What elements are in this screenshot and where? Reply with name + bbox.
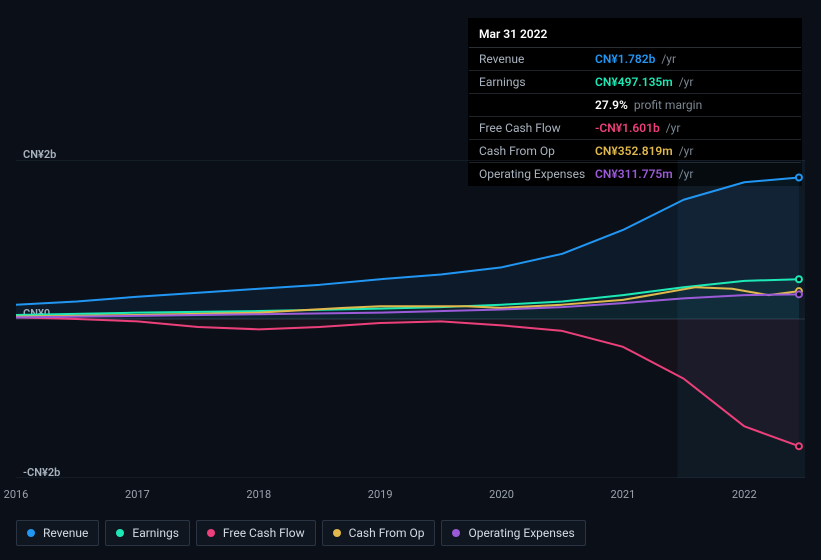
legend-dot-icon (452, 529, 460, 537)
tooltip-row: Revenue CN¥1.782b/yr (469, 48, 801, 71)
tooltip-row-unit: /yr (661, 52, 676, 66)
tooltip-row-value: 27.9% (595, 98, 628, 112)
tooltip-row-value: CN¥352.819m (595, 144, 673, 158)
tooltip-row-value: -CN¥1.601b (595, 121, 660, 135)
legend-label: Free Cash Flow (223, 526, 305, 540)
tooltip-row-value: CN¥1.782b (595, 52, 655, 66)
tooltip-row-unit: /yr (679, 75, 694, 89)
legend-label: Cash From Op (349, 526, 425, 540)
x-axis-label: 2020 (489, 488, 514, 501)
x-axis-label: 2016 (4, 488, 29, 501)
tooltip-row-value: CN¥497.135m (595, 75, 673, 89)
legend-dot-icon (116, 529, 124, 537)
chart-svg (16, 160, 805, 478)
tooltip-date: Mar 31 2022 (469, 19, 801, 48)
x-axis-label: 2018 (246, 488, 271, 501)
legend-item[interactable]: Cash From Op (322, 520, 436, 546)
x-axis-label: 2021 (611, 488, 636, 501)
x-axis-label: 2019 (368, 488, 393, 501)
chart-plot-area[interactable] (16, 160, 805, 478)
tooltip-row-label: Free Cash Flow (479, 121, 591, 135)
legend: Revenue Earnings Free Cash Flow Cash From O… (16, 520, 586, 546)
tooltip-row-unit: profit margin (634, 98, 702, 112)
tooltip-row-label: Earnings (479, 75, 591, 89)
legend-dot-icon (27, 529, 35, 537)
chart-container: Mar 31 2022 Revenue CN¥1.782b/yr Earnings C… (0, 0, 821, 560)
legend-label: Earnings (132, 526, 179, 540)
legend-item[interactable]: Earnings (105, 520, 190, 546)
legend-dot-icon (207, 529, 215, 537)
tooltip-row-unit: /yr (679, 144, 694, 158)
legend-item[interactable]: Free Cash Flow (196, 520, 316, 546)
tooltip-row: Free Cash Flow -CN¥1.601b/yr (469, 117, 801, 140)
tooltip-row-label: Cash From Op (479, 144, 591, 158)
tooltip-row-label: Revenue (479, 52, 591, 66)
tooltip-row: 27.9% profit margin (469, 94, 801, 117)
tooltip-row: Earnings CN¥497.135m/yr (469, 71, 801, 94)
x-axis-label: 2017 (125, 488, 150, 501)
tooltip-row-unit: /yr (666, 121, 681, 135)
legend-label: Operating Expenses (468, 526, 574, 540)
legend-item[interactable]: Operating Expenses (441, 520, 585, 546)
x-axis-labels: 2016201720182019202020212022 (16, 488, 805, 504)
legend-label: Revenue (43, 526, 88, 540)
x-axis-label: 2022 (732, 488, 757, 501)
legend-item[interactable]: Revenue (16, 520, 99, 546)
legend-dot-icon (333, 529, 341, 537)
